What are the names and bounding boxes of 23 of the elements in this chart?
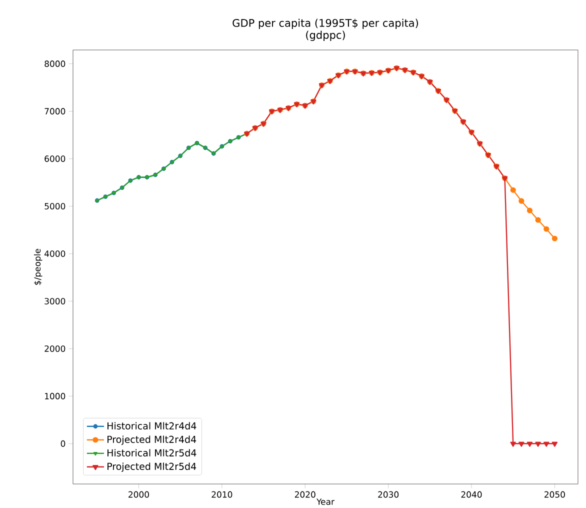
legend-label: Historical Mlt2r5d4 xyxy=(108,449,196,456)
y-tick-label: 8000 xyxy=(44,60,66,67)
chart-subtitle: (gdppc) xyxy=(306,30,345,41)
x-tick-label: 2000 xyxy=(128,491,149,498)
legend-label: Projected Mlt2r4d4 xyxy=(108,436,196,445)
x-tick-label: 2040 xyxy=(461,491,482,498)
y-tick-label: 3000 xyxy=(44,298,66,304)
x-tick-label: 2030 xyxy=(378,491,399,498)
chart-title: GDP per capita (1995T$ per capita) xyxy=(232,18,418,29)
legend-label: Historical Mlt2r4d4 xyxy=(108,422,196,430)
x-tick-label: 2050 xyxy=(544,491,565,498)
y-tick-label: 1000 xyxy=(45,392,66,400)
x-tick-label: 2010 xyxy=(212,491,232,498)
y-tick-label: 6000 xyxy=(44,156,66,162)
x-tick-label: 2020 xyxy=(294,491,316,498)
y-tick-label: 2000 xyxy=(44,345,66,352)
y-tick-label: 4000 xyxy=(44,250,66,257)
y-tick-label: 5000 xyxy=(44,203,66,210)
y-tick-label: 0 xyxy=(60,440,66,447)
legend-label: Projected Mlt2r5d4 xyxy=(108,462,196,472)
y-tick-label: 7000 xyxy=(44,108,66,114)
x-axis-title: Year xyxy=(316,498,335,505)
y-axis-title: $/people xyxy=(34,248,42,285)
